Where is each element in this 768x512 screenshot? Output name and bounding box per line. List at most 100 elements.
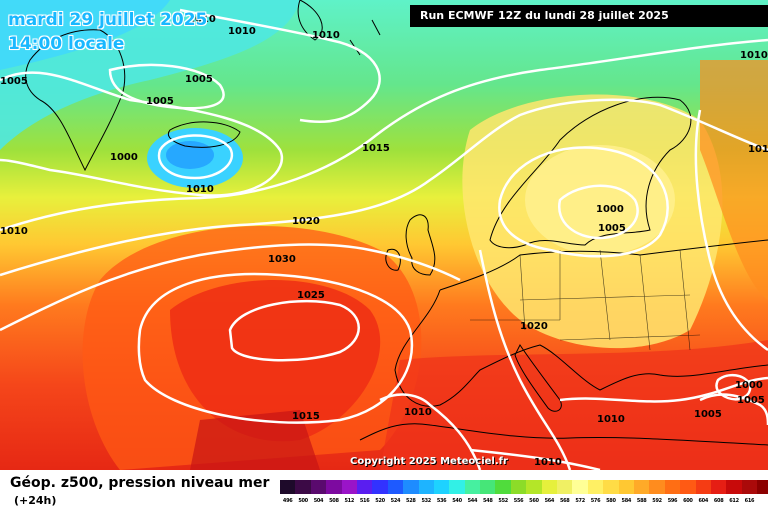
scale-tick-label: 612 [729,498,739,504]
forecast-time: 14:00 locale [8,34,125,54]
scale-swatch [541,480,558,494]
isobar-1010-med [559,376,768,403]
isobar-label: 1020 [292,216,320,227]
scale-swatch [557,480,573,494]
svalbard-coast [297,0,323,41]
pressure-map: 1010 1010 1005 1010 1005 1005 1000 1010 1015 1010… [0,0,768,470]
isobar-1005 [0,71,283,197]
scale-tick-label: 528 [406,498,416,504]
scale-swatch [649,480,665,494]
color-scale-ticks: 496 500 504 508 512 516 520 524 528 532 536 540 544 5… [280,498,757,504]
scale-swatch [510,480,527,494]
scale-tick-label: 508 [329,498,339,504]
isobar-label: 1015 [748,144,768,155]
scale-tick-label: 504 [313,498,324,504]
isobar-label: 1000 [110,152,138,163]
scale-tick-label: 520 [375,498,385,504]
britain-coast [405,214,436,276]
isobar-label: 1005 [598,223,626,234]
scale-tick-label: 572 [575,498,585,504]
isobar-label: 1010 [228,26,256,37]
scale-tick-label: 584 [621,498,632,504]
scale-swatch [372,480,388,494]
legend-bar: Géop. z500, pression niveau mer (+24h) 4… [0,470,768,512]
baltic-low-zone [525,145,675,255]
color-scale [280,480,768,494]
scale-tick-label: 516 [359,498,370,504]
isobar-label: 1005 [185,74,213,85]
isobar-label: 1010 [188,14,216,25]
isobar-labels: 1010 1010 1005 1010 1005 1005 1000 1010 1015 1010… [0,14,768,468]
isobar-1000-baltic [557,184,639,240]
scale-swatch [326,480,342,494]
scale-swatch [633,480,650,494]
isobar-1010-greenland [108,63,225,110]
isobars [0,8,768,470]
scale-swatch [480,480,496,494]
ireland-coast [385,248,401,271]
scale-swatch [387,480,404,494]
scale-swatch [757,480,768,494]
scale-tick-label: 560 [529,498,539,504]
isobar-1015-iberia [379,393,482,470]
scale-swatch [418,480,434,494]
scale-swatch [433,480,450,494]
isobar-1015 [0,98,768,277]
scale-swatch [680,480,696,494]
scale-swatch [695,480,711,494]
isobar-1005-baltic [498,146,669,258]
scale-tick-label: 596 [667,498,678,504]
isobar-label: 1000 [596,204,624,215]
isobar-1010-north [179,8,381,124]
isobar-1010-africa [469,448,601,470]
scale-tick-label: 608 [713,498,724,504]
isobar-1015-east [694,109,768,352]
scale-swatch [526,480,542,494]
isobar-label: 1005 [694,409,722,420]
isobar-label: 1005 [146,96,174,107]
map-canvas: 1010 1010 1005 1010 1005 1005 1000 1010 1015 1010… [0,0,768,470]
scale-swatch [741,480,758,494]
country-borders [470,249,701,351]
greenland-coast [25,29,126,172]
scale-swatch [603,480,619,494]
isobar-label: 1010 [0,226,28,237]
legend-title: Géop. z500, pression niveau mer [10,475,270,491]
isobar-label: 1025 [297,290,325,301]
scale-tick-label: 556 [513,498,524,504]
cold-core [0,0,170,70]
scale-tick-label: 616 [744,498,755,504]
copyright-text: Copyright 2025 Meteociel.fr [350,456,508,467]
dark-red-patch [190,410,320,470]
scale-swatch [449,480,465,494]
scale-swatch [572,480,588,494]
scale-tick-label: 552 [498,498,508,504]
isobar-label: 1005 [737,395,765,406]
scale-tick-label: 532 [421,498,431,504]
scale-tick-label: 496 [282,498,293,504]
scale-tick-label: 568 [559,498,570,504]
scale-swatch [495,480,511,494]
isobar-1000-turkey [715,373,752,401]
scale-swatch [310,480,327,494]
isobar-1025 [137,272,414,424]
scale-tick-label: 600 [683,498,693,504]
isobar-label: 1010 [597,414,625,425]
isobar-label: 1020 [520,321,548,332]
scale-tick-label: 604 [698,498,709,504]
africa-coast [359,423,768,446]
scale-swatch [464,480,481,494]
scale-swatch [403,480,419,494]
isobar-label: 1005 [0,76,28,87]
scale-tick-label: 564 [544,498,555,504]
scale-swatch [664,480,681,494]
scale-tick-label: 500 [298,498,308,504]
iceland-low-inner [166,141,214,169]
scale-swatch [295,480,311,494]
isobar-label: 1010 [312,30,340,41]
scale-swatch [280,480,296,494]
scale-tick-label: 544 [467,498,478,504]
isobar-1010-south [0,38,768,232]
scale-tick-label: 536 [436,498,447,504]
